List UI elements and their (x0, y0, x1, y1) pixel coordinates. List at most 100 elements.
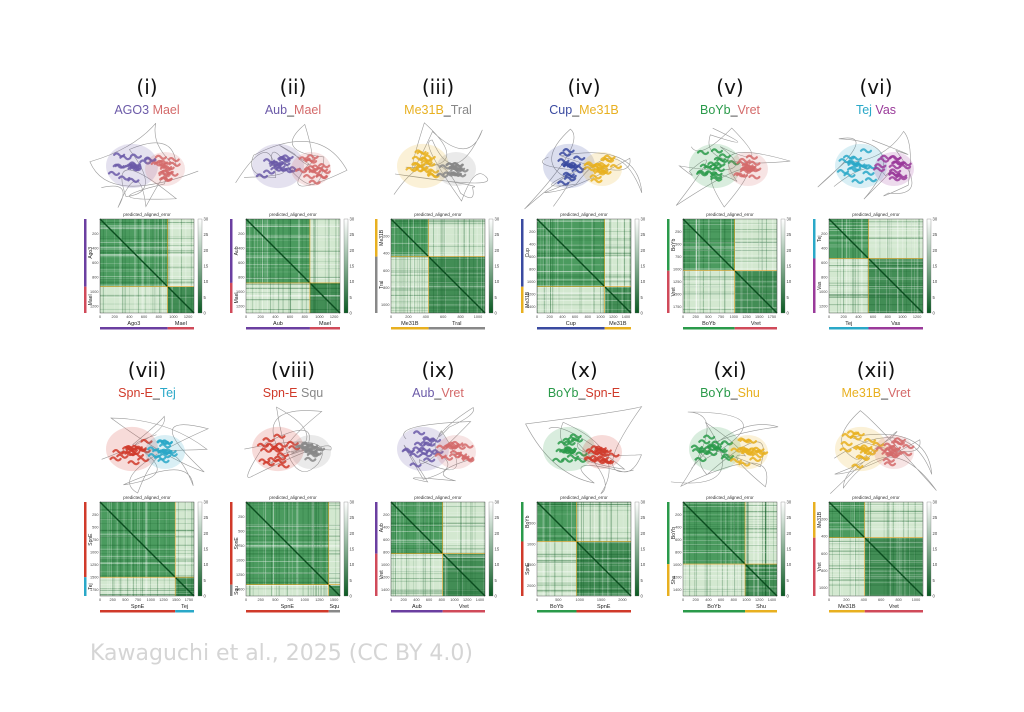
protein-2-name: Spn-E (585, 386, 621, 400)
x-tick-label: 750 (287, 598, 293, 602)
protein-1-name: Cup (549, 103, 573, 117)
inter-block-1 (604, 219, 631, 287)
name-separator: _ (578, 386, 586, 400)
y-tick-label: 1500 (90, 576, 98, 580)
y-tick-label: 1200 (90, 304, 98, 308)
x-chain-bar-2 (576, 610, 631, 613)
x-chain-label-1: SpnE (131, 604, 145, 610)
complex-title: Aub_Vret (373, 386, 503, 400)
x-chain-label-2: Squ (329, 604, 339, 610)
x-tick-label: 600 (572, 315, 578, 319)
x-tick-label: 1250 (315, 598, 323, 602)
heatmap-border (536, 501, 632, 597)
panel-numeral: (iii) (421, 75, 455, 99)
y-chain-bar-2 (84, 286, 87, 313)
pae-title: predicted_aligned_error (706, 495, 754, 500)
x-tick-label: 250 (693, 315, 699, 319)
colorbar-tick-label: 20 (350, 531, 355, 536)
colorbar-tick-label: 10 (350, 562, 355, 567)
x-tick-label: 200 (258, 315, 264, 319)
colorbar-tick-label: 15 (641, 547, 646, 552)
colorbar (343, 218, 349, 314)
y-tick-label: 600 (92, 261, 98, 265)
y-tick-label: 1000 (673, 268, 681, 272)
protein-2-name: Vret (888, 386, 911, 400)
protein-1-domain (689, 143, 741, 189)
y-tick-label: 1000 (819, 290, 827, 294)
y-tick-label: 800 (821, 275, 827, 279)
x-tick-label: 1500 (755, 315, 763, 319)
colorbar-tick-label: 15 (933, 264, 938, 269)
y-chain-label-1: SpnE (88, 533, 94, 546)
y-chain-label-2: Shu (671, 575, 677, 584)
panel-11: (xi) BoYb_Shu predicted_aligned_error 30 25 2… (665, 358, 795, 638)
colorbar-tick-label: 20 (495, 248, 500, 253)
protein-1-name: Tej (855, 103, 872, 117)
complex-title: Tej Vas (811, 103, 941, 117)
x-tick-label: 1000 (301, 598, 309, 602)
x-chain-label-1: SpnE (281, 604, 295, 610)
x-chain-label-2: Me31B (609, 321, 627, 327)
y-tick-label: 400 (383, 526, 389, 530)
protein-1-domain (543, 426, 595, 472)
y-chain-label-2: Mael (234, 293, 240, 304)
x-tick-label: 0 (828, 315, 830, 319)
x-tick-label: 1000 (576, 598, 584, 602)
y-tick-label: 1000 (527, 542, 535, 546)
x-chain-label-1: Tej (845, 321, 852, 327)
x-tick-label: 1500 (597, 598, 605, 602)
protein-2-name: Vas (875, 103, 897, 117)
colorbar-tick-label: 15 (350, 547, 355, 552)
protein-1-domain (252, 143, 304, 189)
protein-2-name: Vret (737, 103, 760, 117)
x-chain-bar-1 (100, 327, 168, 330)
x-tick-label: 0 (99, 598, 101, 602)
pae-title: predicted_aligned_error (560, 495, 608, 500)
colorbar-tick-label: 30 (350, 500, 355, 505)
colorbar-tick-label: 0 (204, 311, 207, 316)
protein-1-domain (106, 143, 158, 189)
colorbar-tick-label: 10 (204, 562, 209, 567)
y-tick-label: 500 (529, 521, 535, 525)
protein-1-name: Aub (412, 386, 435, 400)
protein-2-domain (728, 152, 768, 186)
x-chain-bar-1 (683, 327, 735, 330)
diagonal (828, 501, 924, 597)
protein-2-domain (145, 152, 185, 186)
colorbar-tick-label: 30 (350, 217, 355, 222)
y-chain-bar-1 (375, 502, 378, 554)
x-chain-label-2: Vret (751, 321, 761, 327)
y-tick-label: 200 (529, 230, 535, 234)
x-tick-label: 1750 (768, 315, 776, 319)
colorbar-tick-label: 25 (495, 515, 500, 520)
inter-block-1 (167, 219, 194, 287)
x-tick-label: 0 (682, 598, 684, 602)
x-chain-bar-2 (604, 327, 631, 330)
x-tick-label: 1000 (898, 315, 906, 319)
name-separator: _ (434, 386, 442, 400)
y-tick-label: 800 (383, 286, 389, 290)
y-tick-label: 400 (821, 535, 827, 539)
colorbar-tick-label: 30 (204, 217, 209, 222)
colorbar-tick-label: 0 (641, 311, 644, 316)
x-chain-label-1: BoYb (702, 321, 715, 327)
x-tick-label: 1500 (330, 598, 338, 602)
protein-2-name: Squ (300, 386, 324, 400)
protein-1-name: Spn-E (262, 386, 298, 400)
y-chain-bar-1 (84, 502, 87, 578)
x-tick-label: 1750 (185, 598, 193, 602)
x-chain-label-1: Aub (412, 604, 422, 610)
panel-8: (viii) Spn-E Squ predicted_aligned_error 30… (228, 358, 358, 638)
y-chain-bar-1 (667, 219, 670, 271)
x-chain-label-2: Vas (891, 321, 900, 327)
colorbar-tick-label: 0 (933, 594, 936, 599)
x-tick-label: 500 (122, 598, 128, 602)
x-chain-label-2: Mael (319, 321, 331, 327)
colorbar-tick-label: 25 (641, 232, 646, 237)
y-tick-label: 1000 (90, 290, 98, 294)
y-tick-label: 1200 (236, 304, 244, 308)
x-chain-bar-2 (864, 610, 923, 613)
y-tick-label: 250 (675, 230, 681, 234)
y-tick-label: 400 (383, 252, 389, 256)
pae-title: predicted_aligned_error (269, 212, 317, 217)
